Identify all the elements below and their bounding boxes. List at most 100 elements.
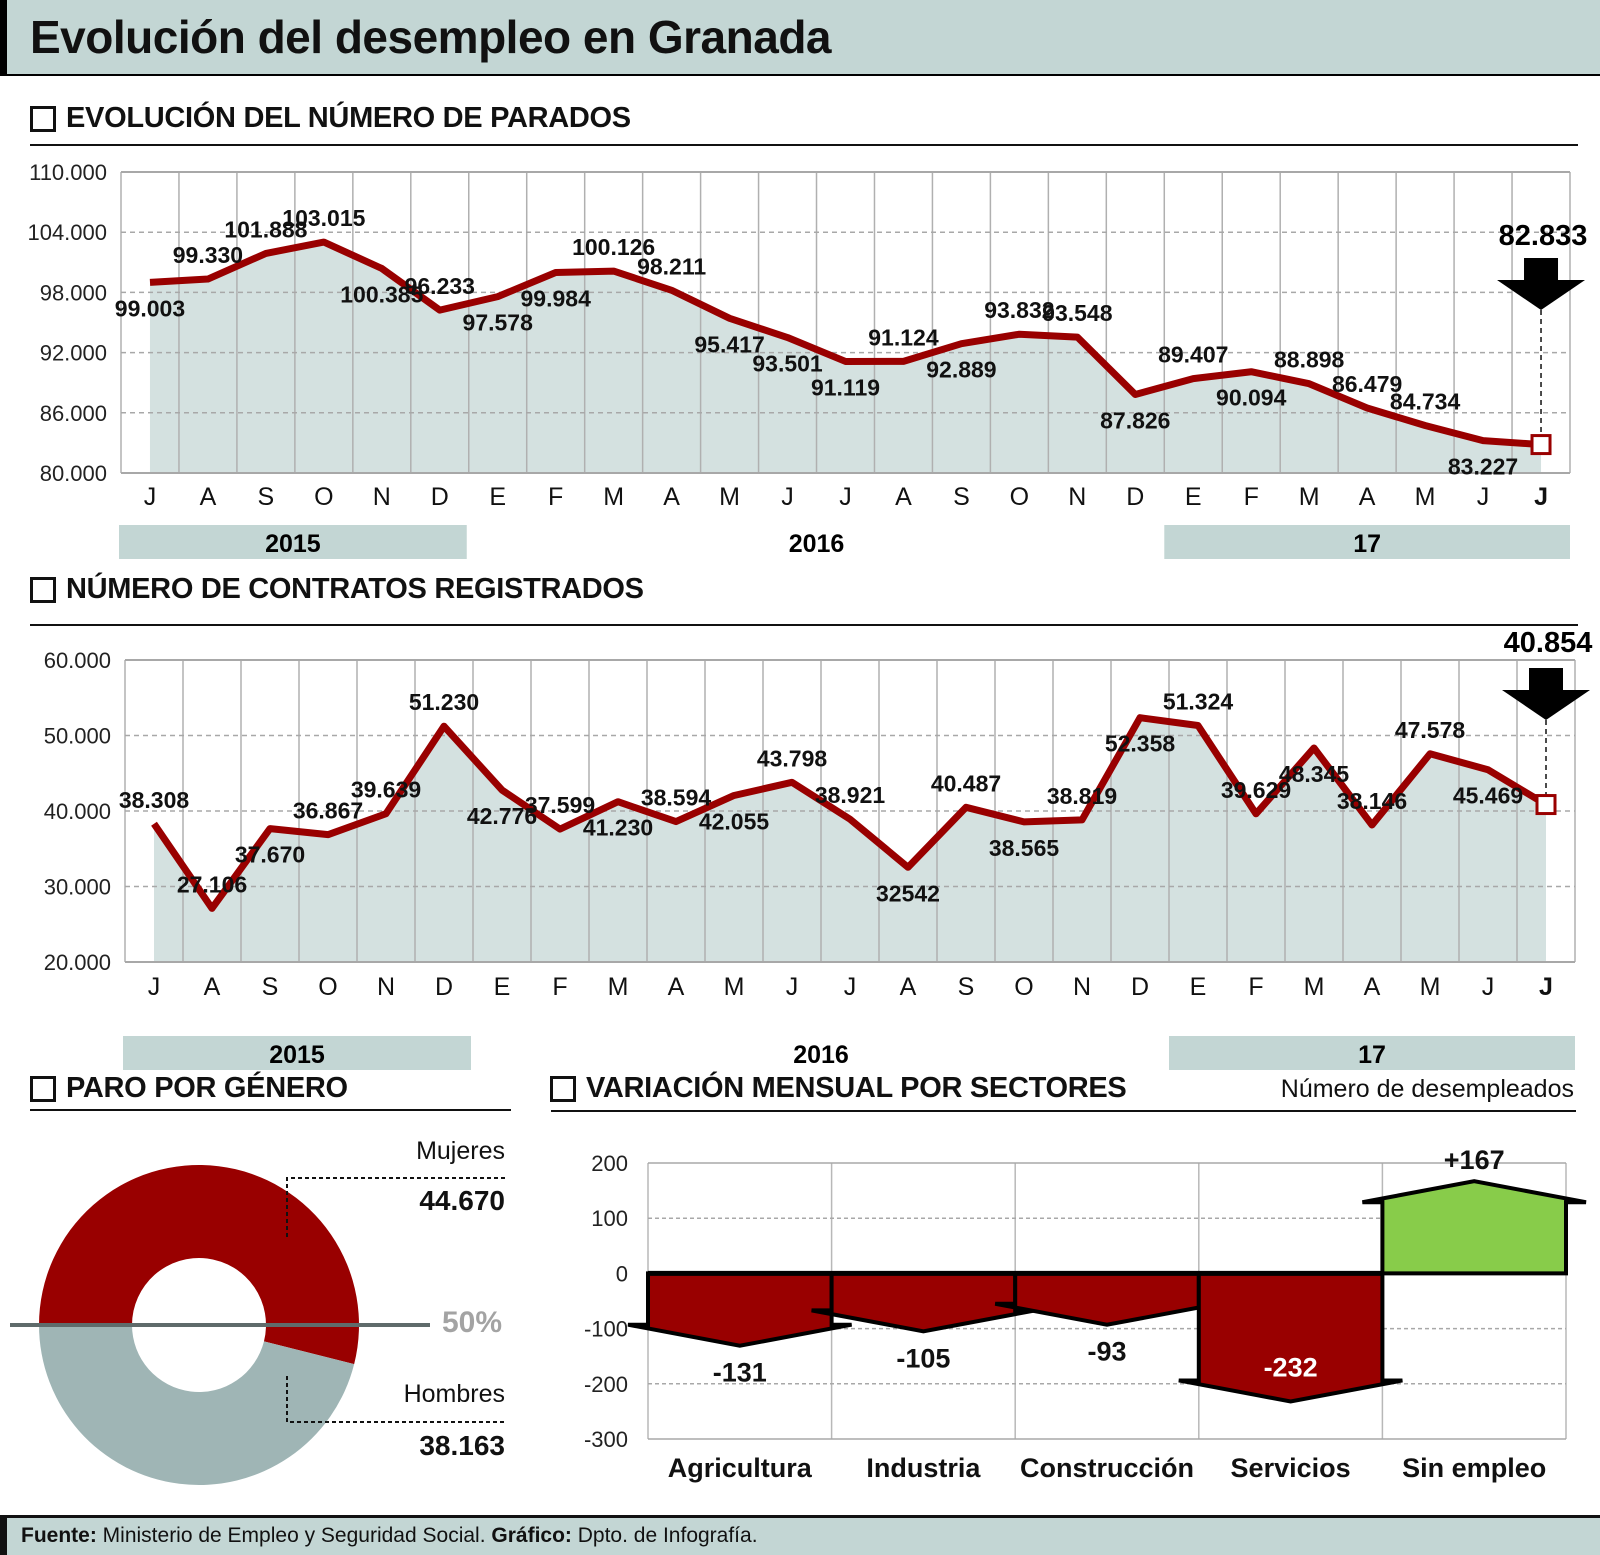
x-tick-label: Construcción (1020, 1453, 1194, 1483)
y-tick-label: -200 (584, 1372, 628, 1397)
year-band-2015 (123, 1036, 471, 1070)
y-tick-label: 100 (591, 1206, 628, 1231)
data-label: 40.487 (931, 770, 1001, 796)
section-title: NÚMERO DE CONTRATOS REGISTRADOS (66, 573, 644, 605)
data-label: 43.798 (757, 745, 828, 771)
data-label: 83.227 (1448, 454, 1518, 480)
data-label: 27.106 (177, 871, 247, 897)
data-label: 103.015 (282, 205, 365, 231)
year-label: 17 (1353, 530, 1381, 558)
x-tick-label: M (608, 973, 629, 1001)
y-tick-label: 40.000 (44, 799, 111, 824)
bar-arrow-2 (994, 1271, 1220, 1327)
x-tick-label: F (552, 973, 567, 1001)
down-arrow-icon (1502, 668, 1590, 720)
y-tick-label: 60.000 (44, 648, 111, 673)
divider (30, 1109, 511, 1111)
square-bullet-icon (550, 1075, 576, 1102)
x-tick-label: E (1185, 483, 1202, 511)
data-label: 45.469 (1453, 783, 1523, 809)
x-tick-label: M (1299, 483, 1320, 511)
x-tick-label: E (1190, 973, 1207, 1001)
x-tick-label: A (1359, 483, 1376, 511)
source-label: Fuente: (21, 1524, 97, 1547)
x-tick-label: J (1482, 973, 1495, 1001)
square-bullet-icon (30, 105, 56, 132)
hombres-value: 38.163 (419, 1430, 505, 1461)
donut-slice-hombres (39, 1325, 355, 1486)
x-tick-label: F (1248, 973, 1263, 1001)
y-tick-label: 20.000 (44, 950, 111, 975)
x-tick-label: J (1539, 973, 1553, 1001)
x-tick-label: Servicios (1231, 1453, 1351, 1483)
square-bullet-icon (30, 576, 56, 603)
x-tick-label: Sin empleo (1402, 1453, 1546, 1483)
last-point-marker (1530, 434, 1552, 456)
down-arrow-icon (1497, 258, 1586, 310)
mujeres-value: 44.670 (419, 1185, 505, 1216)
x-tick-label: M (1415, 483, 1436, 511)
year-band-2017 (1164, 525, 1570, 559)
data-label: 38.921 (815, 782, 886, 808)
x-tick-label: O (314, 483, 333, 511)
x-tick-label: Agricultura (668, 1453, 813, 1483)
x-tick-label: D (1126, 483, 1144, 511)
data-label: 38.565 (989, 835, 1060, 861)
x-tick-label: A (204, 973, 221, 1001)
bar-value-label: -93 (1087, 1337, 1126, 1367)
year-band-2017 (1169, 1036, 1575, 1070)
hombres-leader (286, 1376, 505, 1423)
x-tick-label: J (839, 483, 852, 511)
data-label: 39.629 (1221, 777, 1291, 803)
data-label: 48.345 (1279, 761, 1350, 787)
year-label: 2015 (269, 1041, 325, 1069)
divider (30, 144, 1578, 146)
mujeres-leader (286, 1177, 505, 1237)
area-fill (154, 717, 1546, 962)
year-label: 2015 (265, 530, 321, 558)
section-heading-parados: EVOLUCIÓN DEL NÚMERO DE PARADOS (30, 102, 631, 135)
data-label: 101.888 (224, 216, 307, 242)
data-label: 93.548 (1042, 300, 1113, 326)
last-point-marker (1535, 794, 1557, 816)
x-tick-label: M (603, 483, 624, 511)
data-label: 41.230 (583, 815, 653, 841)
data-label: 91.124 (868, 324, 939, 350)
x-tick-label: E (494, 973, 511, 1001)
x-tick-label: J (781, 483, 794, 511)
data-label: 84.734 (1390, 389, 1461, 415)
x-tick-label: J (844, 973, 857, 1001)
x-tick-label: S (953, 483, 970, 511)
data-label: 89.407 (1158, 342, 1228, 368)
data-label: 42.055 (699, 808, 770, 834)
year-band-2015 (119, 525, 467, 559)
year-label: 2016 (793, 1041, 849, 1069)
data-label: 95.417 (694, 331, 764, 357)
graphic-label: Gráfico: (491, 1524, 572, 1547)
data-label: 90.094 (1216, 385, 1287, 411)
x-tick-label: O (1014, 973, 1033, 1001)
x-tick-label: S (258, 483, 275, 511)
highlight-value: 40.854 (1504, 627, 1593, 659)
year-label: 17 (1358, 1041, 1386, 1069)
y-tick-label: 80.000 (40, 461, 107, 486)
y-tick-label: 98.000 (40, 280, 107, 305)
x-tick-label: J (1477, 483, 1490, 511)
sectores-unit-label: Número de desempleados (1280, 1075, 1574, 1103)
data-label: 38.594 (641, 785, 712, 811)
data-label: 87.826 (1100, 407, 1170, 433)
x-tick-label: N (373, 483, 391, 511)
data-label: 93.832 (984, 297, 1054, 323)
y-tick-label: 200 (591, 1151, 628, 1176)
data-label: 98.211 (637, 253, 706, 279)
y-tick-label: -300 (584, 1427, 628, 1452)
x-tick-label: A (900, 973, 917, 1001)
data-label: 91.119 (811, 374, 880, 400)
page-title: Evolución del desempleo en Granada (30, 11, 832, 63)
y-tick-label: -100 (584, 1317, 628, 1342)
x-tick-label: A (668, 973, 685, 1001)
y-tick-label: 104.000 (27, 220, 107, 245)
data-label: 36.867 (293, 798, 363, 824)
x-tick-label: F (548, 483, 563, 511)
